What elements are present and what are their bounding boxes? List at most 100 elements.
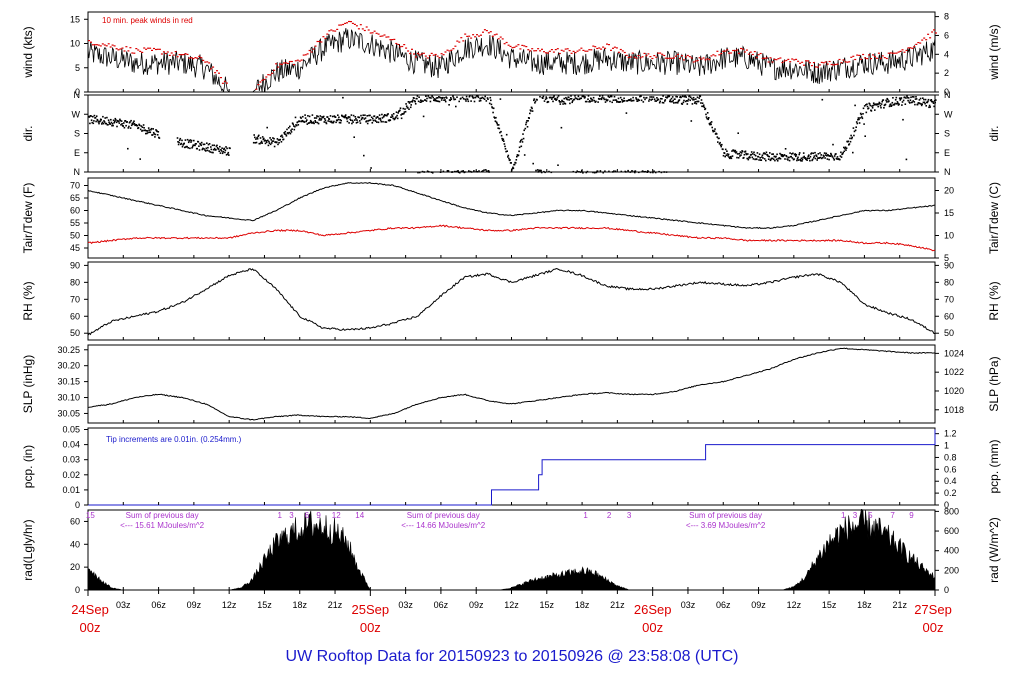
dir-point [190, 139, 193, 142]
wind-peak-point [129, 47, 132, 49]
dir-point [625, 112, 628, 114]
dir-point [791, 153, 793, 155]
dir-point [295, 124, 298, 127]
wind-peak-point [647, 53, 650, 55]
dir-point [534, 102, 536, 104]
dir-point [442, 170, 445, 173]
wind-peak-point [164, 52, 167, 55]
slp-tick-label-left: 30.10 [57, 393, 80, 403]
dir-point [903, 96, 906, 98]
dir-point [209, 151, 211, 153]
dir-point [603, 97, 605, 99]
dir-point [100, 119, 102, 121]
dir-point [745, 152, 747, 155]
dir-point [678, 99, 681, 101]
dir-point [847, 140, 850, 143]
dir-point [869, 104, 872, 107]
dir-point [421, 170, 424, 173]
dir-point [694, 101, 697, 103]
rad-tick-label-right: 0 [944, 585, 949, 595]
rh-tick-label-right: 90 [944, 260, 954, 270]
dir-point [204, 150, 207, 152]
dir-point [358, 116, 361, 119]
dir-point [499, 131, 501, 134]
dir-point [884, 103, 887, 106]
wind-peak-point [543, 51, 545, 53]
rh-tick-label-left: 70 [70, 294, 80, 304]
rad-hour-tick-8: 2 [607, 511, 612, 520]
wind-peak-point [708, 59, 711, 61]
dir-point [603, 98, 606, 101]
dir-point [389, 119, 392, 122]
dir-point [472, 97, 475, 99]
time-label: 06z [151, 600, 166, 610]
dir-point [766, 154, 769, 156]
dir-point [747, 158, 750, 161]
wind-peak-point [318, 40, 321, 43]
dir-point [139, 128, 142, 131]
dir-point [416, 95, 419, 97]
wind-peak-point [131, 52, 134, 54]
dir-point [551, 98, 553, 100]
dir-point [223, 147, 226, 150]
dir-point [653, 170, 655, 172]
wind-peak-point [590, 49, 593, 51]
dir-point [150, 127, 153, 130]
wind-peak-point [517, 44, 520, 46]
dir-point [599, 170, 602, 172]
dir-point [878, 101, 881, 104]
wind-peak-point [545, 52, 547, 54]
wind-peak-point [151, 49, 153, 51]
dir-point [651, 96, 653, 98]
dir-point [425, 95, 427, 97]
dir-point [653, 98, 656, 100]
dir-point [184, 146, 186, 149]
pcp-tick-label-left: 0.01 [62, 485, 80, 495]
wind-peak-point [115, 48, 118, 50]
dir-point [280, 135, 282, 138]
dir-point [414, 100, 416, 103]
dir-point [511, 168, 514, 170]
dir-point [287, 132, 289, 135]
wind-peak-point [125, 46, 128, 48]
dir-point [715, 133, 718, 135]
dir-point [289, 132, 292, 135]
dir-point [462, 170, 464, 172]
dir-point [899, 99, 901, 101]
wind-peak-point [351, 22, 354, 24]
dir-point [403, 111, 406, 113]
dir-point [559, 103, 562, 105]
dir-point [111, 122, 114, 125]
dir-point [502, 138, 505, 140]
rad-hour-tick-9: 3 [627, 511, 632, 520]
dir-point [226, 147, 228, 150]
dir-point [591, 99, 594, 101]
wind-peak-point [885, 57, 888, 60]
dir-point [705, 116, 708, 118]
dir-point [690, 120, 693, 122]
dir-point [699, 95, 702, 98]
wind-peak-point [430, 52, 433, 54]
wind-peak-point [166, 51, 169, 53]
wind-tick-label-right: 0 [944, 87, 949, 97]
wind-peak-point [753, 51, 756, 53]
wind-peak-point [734, 50, 737, 52]
dir-point [604, 170, 606, 172]
dir-point [366, 122, 369, 125]
dir-point [148, 129, 150, 131]
time-label: 03z [681, 600, 696, 610]
tair-series-line [87, 182, 936, 230]
dir-point [801, 160, 803, 162]
dir-point [521, 141, 524, 143]
dir-point [549, 96, 552, 99]
dir-point [451, 171, 454, 173]
dir-point [337, 118, 340, 121]
dir-point [141, 130, 143, 132]
dir-point [90, 115, 92, 117]
dir-point [424, 99, 427, 101]
dir-point [532, 162, 534, 165]
dir-point [187, 141, 190, 144]
dir-point [865, 111, 868, 114]
wind-peak-point [316, 40, 319, 43]
dir-point [362, 114, 364, 116]
